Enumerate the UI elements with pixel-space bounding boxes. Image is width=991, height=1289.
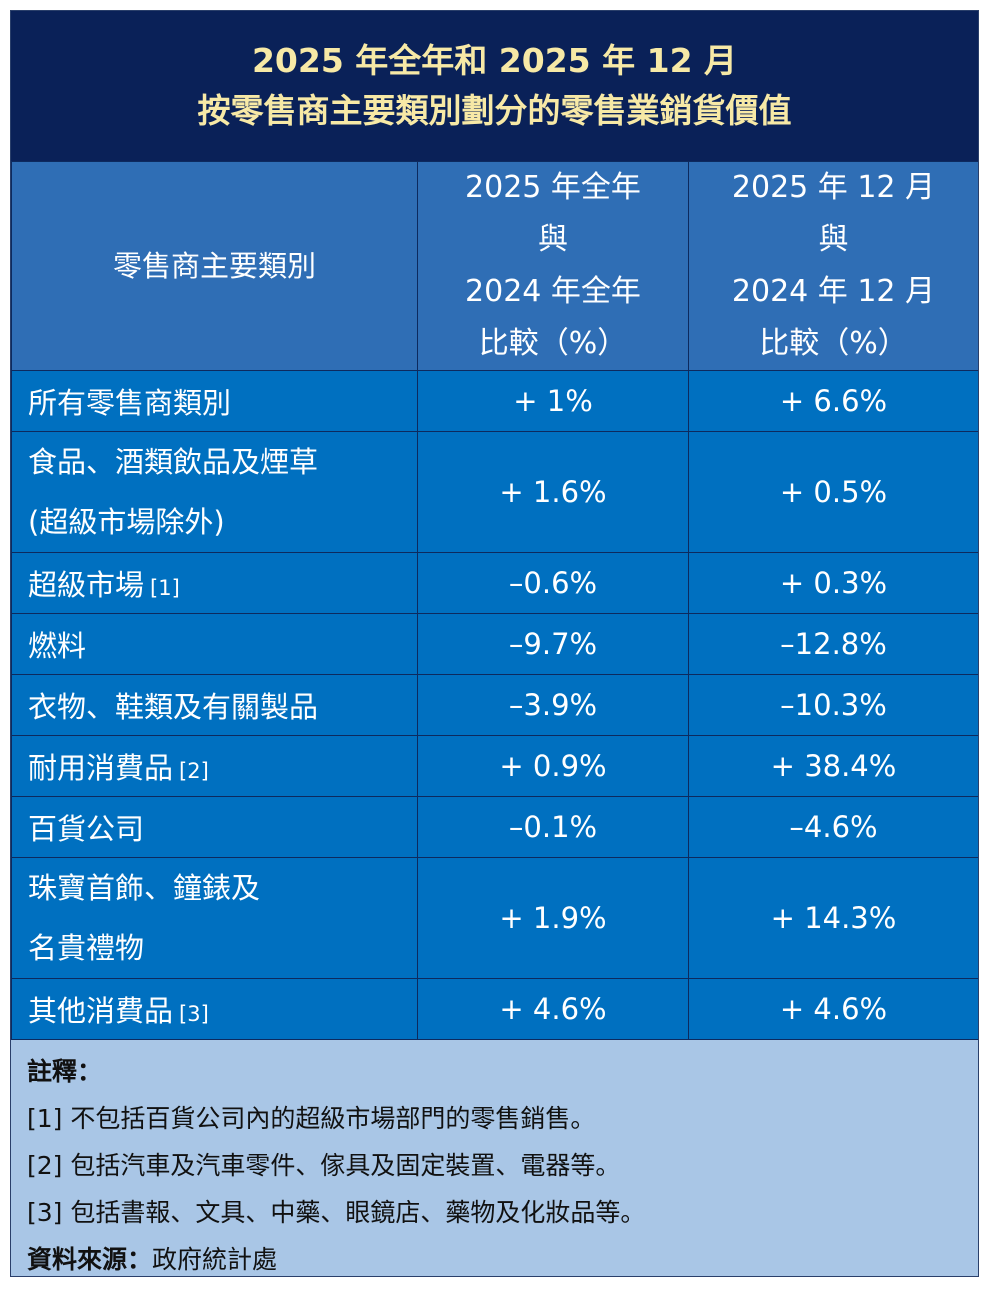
row-label-text: (超級市場除外) [28,505,225,539]
row-december-value: + 4.6% [688,978,978,1040]
table-row: 所有零售商類別 + 1% + 6.6% [11,370,978,432]
header-col1-line: 與 [538,222,568,257]
note-item: [2] 包括汽車及汽車零件、傢具及固定裝置、電器等。 [27,1151,621,1180]
row-annual-value: –3.9% [417,674,689,736]
row-december-value: –12.8% [688,613,978,675]
title-line-1: 2025 年全年和 2025 年 12 月 [251,41,738,80]
table-row: 百貨公司 –0.1% –4.6% [11,796,978,858]
retail-sales-table-card: 2025 年全年和 2025 年 12 月 按零售商主要類別劃分的零售業銷貨價值… [10,10,979,1277]
footnote-ref: [3] [179,1002,209,1026]
table-header-row: 零售商主要類別 2025 年全年 與 2024 年全年 比較（%） 2025 年… [11,161,978,371]
row-annual-value: + 4.6% [417,978,689,1040]
table-row: 食品、酒類飲品及煙草 (超級市場除外) + 1.6% + 0.5% [11,431,978,553]
header-december-comparison: 2025 年 12 月 與 2024 年 12 月 比較（%） [688,161,978,371]
row-label: 超級市場 [1] [11,552,418,614]
table-row: 超級市場 [1] –0.6% + 0.3% [11,552,978,614]
footnote-ref: [2] [179,759,209,783]
header-col2-line: 比較（%） [759,326,908,361]
footnote-ref: [1] [150,576,180,600]
row-annual-value: –0.1% [417,796,689,858]
row-december-value: + 0.5% [688,431,978,553]
row-label-text: 衣物、鞋類及有關製品 [28,690,319,724]
row-label: 耐用消費品 [2] [11,735,418,797]
table-title: 2025 年全年和 2025 年 12 月 按零售商主要類別劃分的零售業銷貨價值 [11,11,978,161]
row-label: 所有零售商類別 [11,370,418,432]
note-item: [3] 包括書報、文具、中藥、眼鏡店、藥物及化妝品等。 [27,1198,646,1227]
row-label-text: 珠寶首飾、鐘錶及 [28,871,261,905]
row-label-text: 超級市場 [28,568,145,602]
row-annual-value: –9.7% [417,613,689,675]
header-col2-line: 2024 年 12 月 [731,274,936,309]
row-december-value: + 14.3% [688,857,978,979]
row-annual-value: + 0.9% [417,735,689,797]
row-label-text: 所有零售商類別 [28,386,232,420]
row-label: 燃料 [11,613,418,675]
table-row: 其他消費品 [3] + 4.6% + 4.6% [11,978,978,1040]
row-annual-value: + 1.6% [417,431,689,553]
notes-section: 註釋： [1] 不包括百貨公司內的超級市場部門的零售銷售。 [2] 包括汽車及汽… [11,1040,978,1276]
table-row: 燃料 –9.7% –12.8% [11,613,978,675]
row-label: 其他消費品 [3] [11,978,418,1040]
header-col2-line: 2025 年 12 月 [731,170,936,205]
table-row: 耐用消費品 [2] + 0.9% + 38.4% [11,735,978,797]
row-label-text: 百貨公司 [28,812,145,846]
row-december-value: + 6.6% [688,370,978,432]
row-annual-value: –0.6% [417,552,689,614]
row-december-value: –10.3% [688,674,978,736]
row-label: 食品、酒類飲品及煙草 (超級市場除外) [11,431,418,553]
header-col1-line: 2024 年全年 [465,274,641,309]
row-label-text: 食品、酒類飲品及煙草 [28,445,319,479]
note-item: [1] 不包括百貨公司內的超級市場部門的零售銷售。 [27,1104,596,1133]
row-label-text: 燃料 [28,629,87,663]
source-value: 政府統計處 [152,1245,278,1274]
row-annual-value: + 1.9% [417,857,689,979]
row-label-text: 名貴禮物 [28,931,145,965]
row-label: 珠寶首飾、鐘錶及 名貴禮物 [11,857,418,979]
row-label-text: 其他消費品 [28,994,174,1028]
title-line-2: 按零售商主要類別劃分的零售業銷貨價值 [197,91,792,130]
row-label-text: 耐用消費品 [28,751,174,785]
header-category: 零售商主要類別 [11,161,418,371]
header-col2-line: 與 [818,222,849,257]
row-label: 百貨公司 [11,796,418,858]
row-december-value: + 38.4% [688,735,978,797]
retail-sales-table: 零售商主要類別 2025 年全年 與 2024 年全年 比較（%） 2025 年… [11,161,978,1040]
source-label: 資料來源： [27,1245,153,1274]
table-row: 衣物、鞋類及有關製品 –3.9% –10.3% [11,674,978,736]
source-line: 資料來源：政府統計處 [27,1236,962,1276]
header-annual-comparison: 2025 年全年 與 2024 年全年 比較（%） [417,161,689,371]
table-row: 珠寶首飾、鐘錶及 名貴禮物 + 1.9% + 14.3% [11,857,978,979]
notes-heading: 註釋： [27,1057,103,1086]
header-col1-line: 比較（%） [478,326,628,361]
header-col1-line: 2025 年全年 [465,170,641,205]
row-december-value: –4.6% [688,796,978,858]
row-annual-value: + 1% [417,370,689,432]
row-label: 衣物、鞋類及有關製品 [11,674,418,736]
row-december-value: + 0.3% [688,552,978,614]
